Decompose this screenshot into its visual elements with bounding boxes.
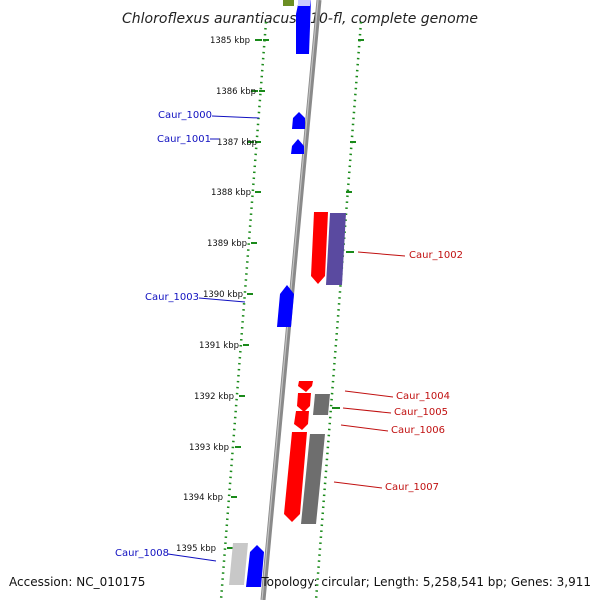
connector-caur-1006 [340, 424, 389, 432]
reverse-genes [284, 212, 346, 524]
gene-caur-1008 [246, 545, 264, 587]
gene-label-caur-1005: Caur_1005 [394, 407, 448, 418]
connector-caur-1007 [333, 481, 383, 489]
gene-top-forward-highlight [298, 0, 311, 6]
gene-label-caur-1000: Caur_1000 [158, 110, 212, 121]
tick-label: 1394 kbp [183, 493, 223, 503]
tick-labels: 1385 kbp 1386 kbp 1387 kbp 1388 kbp 1389… [176, 36, 257, 554]
tick-label: 1395 kbp [176, 544, 216, 554]
gene-caur-1006 [294, 411, 309, 430]
tick-label: 1387 kbp [217, 138, 257, 148]
tick-label: 1385 kbp [210, 36, 250, 46]
gene-caur-1002-red [311, 212, 328, 284]
gene-top-forward [296, 0, 311, 54]
accession-text: Accession: NC_010175 [9, 575, 145, 589]
tick-label: 1386 kbp [216, 87, 256, 97]
outer-dotted-ring [314, 21, 363, 600]
gene-caur-1007 [301, 434, 325, 524]
connector-caur-1003 [198, 297, 246, 303]
label-connectors [167, 115, 406, 562]
tick-label: 1389 kbp [207, 239, 247, 249]
connector-caur-1004 [344, 390, 394, 398]
tick-label: 1390 kbp [203, 290, 243, 300]
gene-label-caur-1004: Caur_1004 [396, 391, 450, 402]
gene-caur-1005 [313, 394, 330, 415]
gene-label-caur-1003: Caur_1003 [145, 292, 199, 303]
tick-label: 1392 kbp [194, 392, 234, 402]
gene-caur-1000 [292, 112, 305, 129]
ticks [227, 39, 364, 549]
gene-labels: Caur_1000 Caur_1001 Caur_1002 Caur_1003 … [115, 110, 463, 559]
gene-caur-1003 [277, 285, 294, 327]
gene-label-caur-1007: Caur_1007 [385, 482, 439, 493]
gene-label-caur-1008: Caur_1008 [115, 548, 169, 559]
tick-label: 1391 kbp [199, 341, 239, 351]
connector-caur-1005 [342, 407, 392, 414]
gene-caur-1002 [326, 213, 346, 285]
gene-olive [283, 0, 294, 6]
gene-caur-1005-red [297, 393, 311, 412]
inner-dotted-ring [219, 21, 268, 600]
gene-caur-1001 [291, 139, 304, 154]
gene-label-caur-1006: Caur_1006 [391, 425, 445, 436]
tick-label: 1393 kbp [189, 443, 229, 453]
topology-summary: Topology: circular; Length: 5,258,541 bp… [260, 575, 591, 589]
gene-caur-1004 [298, 381, 313, 392]
connector-caur-1000 [211, 115, 260, 119]
connector-caur-1002 [357, 251, 406, 257]
gene-label-caur-1001: Caur_1001 [157, 134, 211, 145]
forward-genes [229, 0, 311, 587]
gene-caur-1008-grey [229, 543, 248, 585]
connector-caur-1008 [167, 553, 217, 562]
gene-label-caur-1002: Caur_1002 [409, 250, 463, 261]
gene-caur-1007-red [284, 432, 307, 522]
tick-label: 1388 kbp [211, 188, 251, 198]
